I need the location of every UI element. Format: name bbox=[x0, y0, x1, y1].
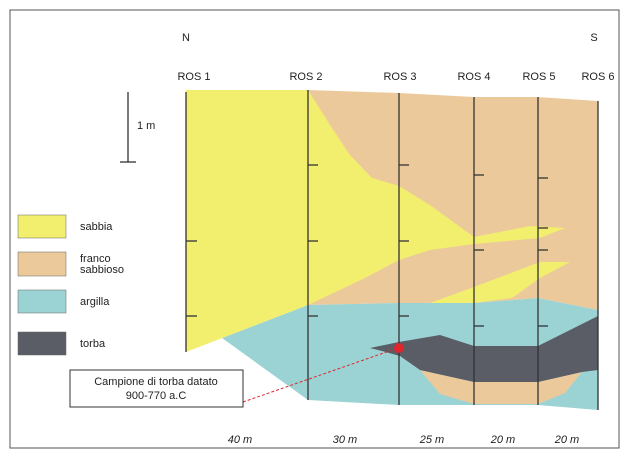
legend-label: argilla bbox=[80, 296, 110, 308]
distance-label: 20 m bbox=[554, 434, 579, 446]
profile-label: ROS 2 bbox=[289, 71, 322, 83]
legend-label: torba bbox=[80, 338, 106, 350]
legend-label: sabbia bbox=[80, 221, 113, 233]
legend-label: sabbioso bbox=[80, 264, 124, 276]
profile-label: ROS 1 bbox=[177, 71, 210, 83]
distance-label: 25 m bbox=[419, 434, 444, 446]
annotation-text: Campione di torba datato bbox=[94, 376, 218, 388]
south-label: S bbox=[590, 32, 597, 44]
scale-label: 1 m bbox=[137, 120, 155, 132]
distance-label: 30 m bbox=[333, 434, 357, 446]
profile-label: ROS 4 bbox=[457, 71, 490, 83]
diagram: N S ROS 1 ROS 2 ROS 3 ROS 4 ROS 5 ROS 6 … bbox=[0, 0, 629, 457]
legend-swatch bbox=[18, 290, 66, 313]
profile-label: ROS 6 bbox=[581, 71, 614, 83]
north-label: N bbox=[182, 32, 190, 44]
distance-label: 20 m bbox=[490, 434, 515, 446]
legend-swatch bbox=[18, 252, 66, 276]
profile-label: ROS 5 bbox=[522, 71, 555, 83]
sample-point bbox=[394, 343, 404, 353]
legend-swatch bbox=[18, 215, 66, 238]
annotation-text: 900-770 a.C bbox=[126, 390, 187, 402]
legend-swatch bbox=[18, 332, 66, 355]
profile-label: ROS 3 bbox=[383, 71, 416, 83]
distance-label: 40 m bbox=[228, 434, 252, 446]
